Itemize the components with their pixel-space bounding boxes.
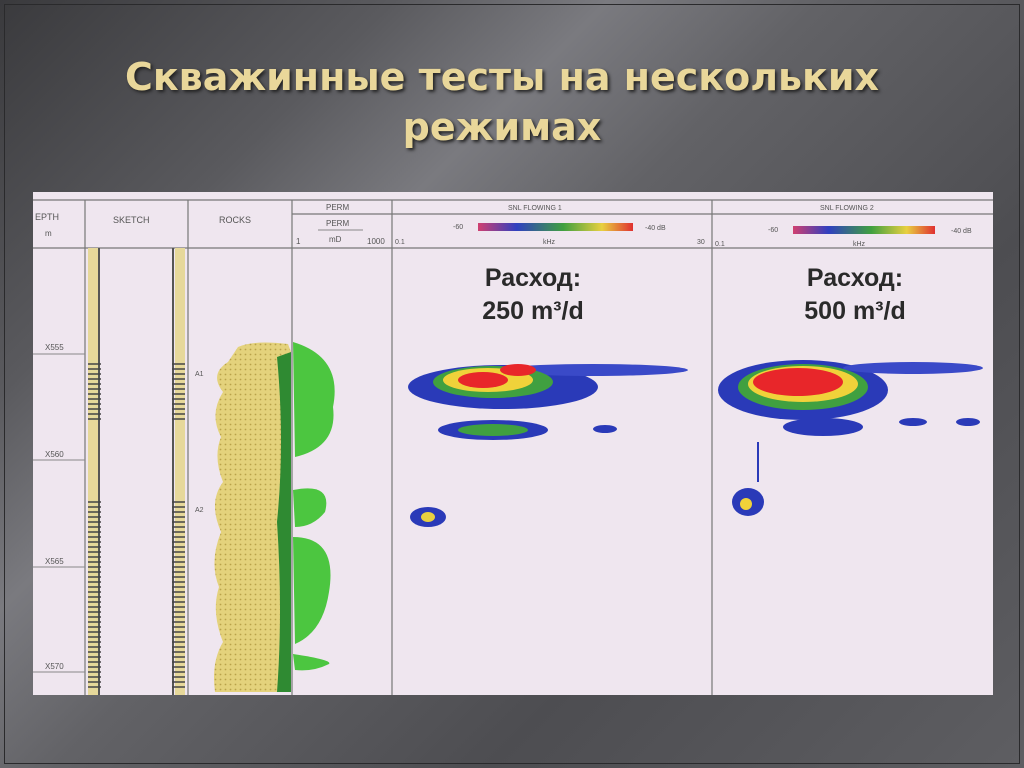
well-sketch	[88, 248, 185, 695]
snl2-freq-unit: kHz	[853, 241, 866, 248]
snl1-freq-unit: kHz	[543, 239, 556, 246]
snl1-freq-max: 30	[697, 239, 705, 246]
depth-label: X570	[45, 662, 64, 671]
perm-top-header: PERM	[326, 203, 349, 212]
well-log-image: EPTH m SKETCH ROCKS PERM PERM mD 1 1000 …	[33, 192, 993, 695]
shale-band	[277, 352, 291, 692]
depth-ticks	[33, 353, 85, 673]
slide-title: Скважинные тесты на нескольких режимах	[0, 52, 1004, 152]
flow-rate-1-label: Расход:	[484, 264, 582, 292]
flow-rate-1-value: 250 m³/d	[482, 297, 584, 325]
snl2-header: SNL FLOWING 2	[820, 205, 874, 212]
snl2-scale-min: -60	[768, 227, 778, 234]
flow-rate-2: Расход: 500 m³/d	[775, 262, 935, 328]
depth-header: EPTH	[35, 212, 59, 222]
snl2-scale-max: -40 dB	[951, 228, 972, 235]
sketch-header: SKETCH	[113, 215, 150, 225]
sand-lithology	[214, 342, 291, 692]
perm-max: 1000	[367, 237, 385, 246]
flow-rate-1: Расход: 250 m³/d	[453, 262, 613, 328]
snl1-scale-max: -40 dB	[645, 225, 666, 232]
title-line-1: Скважинные тесты на нескольких	[125, 55, 879, 99]
depth-unit: m	[45, 229, 52, 238]
zone-marker: A2	[195, 507, 204, 514]
title-line-2: режимах	[402, 105, 602, 149]
snl2-colorbar	[793, 226, 935, 234]
perm-min: 1	[296, 237, 301, 246]
header-grid	[33, 199, 993, 695]
snl1-noise-map	[408, 364, 688, 527]
perm-unit: mD	[329, 235, 342, 244]
snl2-noise-map	[718, 360, 983, 516]
perm-curve	[293, 342, 335, 671]
flow-rate-2-value: 500 m³/d	[804, 297, 906, 325]
slide-frame	[4, 4, 1020, 764]
depth-label: X555	[45, 343, 64, 352]
rocks-header: ROCKS	[219, 215, 251, 225]
zone-marker: A1	[195, 371, 204, 378]
depth-label: X560	[45, 450, 64, 459]
perm-header: PERM	[326, 219, 349, 228]
snl1-scale-min: -60	[453, 224, 463, 231]
snl2-freq-min: 0.1	[715, 241, 725, 248]
snl1-header: SNL FLOWING 1	[508, 205, 562, 212]
well-log-svg: EPTH m SKETCH ROCKS PERM PERM mD 1 1000 …	[33, 199, 993, 695]
snl1-freq-min: 0.1	[395, 239, 405, 246]
depth-label: X565	[45, 557, 64, 566]
snl1-colorbar	[478, 223, 633, 231]
flow-rate-2-label: Расход:	[806, 264, 904, 292]
